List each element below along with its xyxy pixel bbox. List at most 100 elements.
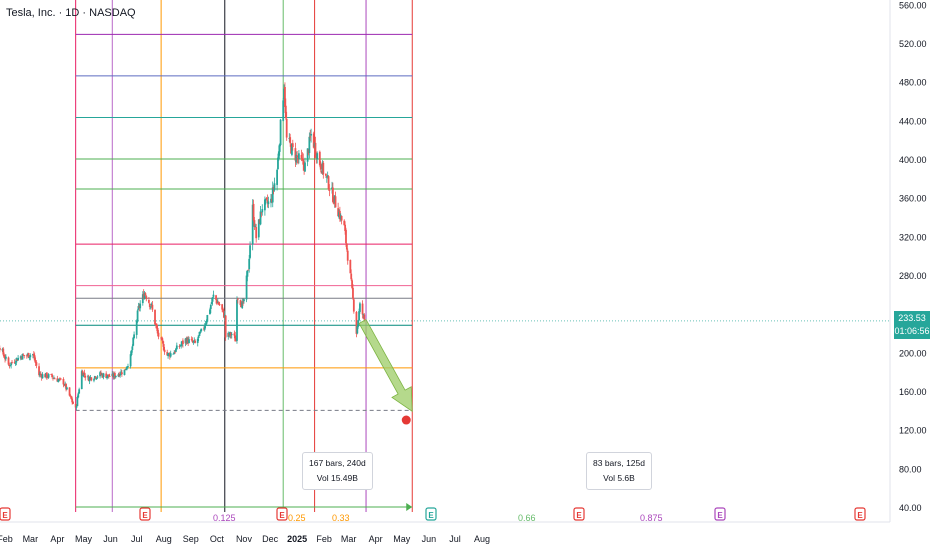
candle-body-2024-10-23 bbox=[235, 340, 238, 342]
x-tick-label-11: 2025 bbox=[287, 534, 307, 544]
earnings-marker-6[interactable] bbox=[854, 507, 866, 521]
time-fib-label-1: 0.25 bbox=[288, 513, 306, 523]
candle-body-2024-11-13 bbox=[253, 220, 256, 227]
last-price-value: 233.53 bbox=[898, 313, 926, 323]
candle-body-2024-04-25 bbox=[77, 393, 80, 398]
candle-body-2024-11-08 bbox=[249, 245, 251, 258]
x-tick-label-10: Dec bbox=[262, 534, 279, 544]
y-tick-label-12: 520.00 bbox=[899, 39, 927, 49]
projection-arrow[interactable] bbox=[358, 318, 413, 413]
candle-body-2024-07-31 bbox=[161, 340, 164, 344]
candle-body-2024-05-16 bbox=[95, 378, 98, 379]
candle-body-2024-02-28 bbox=[27, 353, 30, 358]
candle-body-2024-09-26 bbox=[211, 297, 214, 302]
earnings-marker-4[interactable] bbox=[573, 507, 585, 521]
x-tick-label-0: Feb bbox=[0, 534, 13, 544]
candle-body-2024-03-01 bbox=[29, 355, 32, 358]
candle-body-2025-01-02 bbox=[297, 158, 299, 160]
candle-body-2025-02-07 bbox=[328, 190, 331, 191]
candle-body-2024-12-12 bbox=[278, 144, 281, 152]
candle-body-2024-10-25 bbox=[236, 298, 239, 300]
candle-body-2024-12-19 bbox=[284, 105, 287, 118]
y-tick-label-8: 360.00 bbox=[899, 194, 927, 204]
candle-body-2024-07-03 bbox=[137, 306, 140, 310]
candle-body-2024-03-05 bbox=[32, 354, 35, 357]
earnings-marker-5[interactable] bbox=[714, 507, 726, 521]
candle-body-2024-07-05 bbox=[139, 303, 142, 309]
x-tick-label-15: May bbox=[393, 534, 411, 544]
candle-body-2024-04-02 bbox=[57, 379, 60, 382]
earnings-marker-0[interactable] bbox=[0, 507, 11, 521]
candle-body-2024-04-08 bbox=[62, 378, 65, 385]
candle-body-2024-03-15 bbox=[41, 374, 44, 379]
last-price-tag: 233.53 01:06:56 bbox=[894, 311, 930, 339]
candle-body-2024-11-20 bbox=[259, 211, 262, 225]
candle-body-2024-04-16 bbox=[69, 395, 72, 397]
candle-body-2024-12-26 bbox=[291, 143, 293, 155]
time-fib-label-4: 0.875 bbox=[640, 513, 663, 523]
candle-body-2024-02-08 bbox=[10, 362, 13, 366]
candle-body-2024-02-12 bbox=[13, 362, 16, 364]
x-tick-label-13: Mar bbox=[341, 534, 357, 544]
measure-box-2[interactable]: 83 bars, 125d Vol 5.6B bbox=[586, 452, 652, 490]
candle-body-2024-04-15 bbox=[68, 387, 71, 396]
candle-body-2024-02-22 bbox=[22, 354, 25, 356]
candle-body-2024-05-31 bbox=[108, 376, 111, 377]
candle-body-2024-12-31 bbox=[295, 154, 298, 163]
candle-body-2024-02-21 bbox=[21, 354, 24, 360]
candle-body-2025-01-20 bbox=[312, 133, 315, 148]
candle-body-2024-12-13 bbox=[279, 119, 282, 146]
candle-body-2024-08-12 bbox=[172, 353, 175, 355]
candle-body-2024-11-21 bbox=[260, 212, 263, 214]
target-point-marker[interactable] bbox=[401, 415, 411, 425]
symbol-title[interactable]: Tesla, Inc. · 1D · NASDAQ bbox=[6, 7, 136, 19]
candle-body-2025-02-26 bbox=[345, 229, 347, 244]
x-tick-label-9: Nov bbox=[236, 534, 253, 544]
candle-body-2024-03-26 bbox=[51, 374, 54, 378]
earnings-marker-3[interactable] bbox=[425, 507, 437, 521]
candle-body-2024-12-18 bbox=[284, 87, 286, 107]
earnings-marker-1[interactable] bbox=[139, 507, 151, 521]
candle-body-2024-06-06 bbox=[114, 373, 116, 378]
x-tick-label-6: Aug bbox=[156, 534, 172, 544]
earnings-marker-label-5: E bbox=[717, 511, 723, 520]
candle-body-2024-12-06 bbox=[273, 183, 276, 191]
measure-box-2-bars: 83 bars, 125d bbox=[593, 458, 645, 468]
measure-box-1[interactable]: 167 bars, 240d Vol 15.49B bbox=[302, 452, 373, 490]
candle-body-2024-12-11 bbox=[277, 151, 280, 159]
candle-body-2024-11-26 bbox=[264, 198, 267, 200]
candle-body-2024-08-14 bbox=[174, 351, 176, 353]
candle-body-2025-02-11 bbox=[332, 187, 334, 202]
candle-body-2025-01-17 bbox=[310, 134, 313, 136]
candle-body-2024-09-25 bbox=[210, 302, 213, 304]
candle-body-2024-11-12 bbox=[252, 203, 255, 221]
x-tick-label-2: Apr bbox=[50, 534, 64, 544]
x-tick-label-8: Oct bbox=[210, 534, 225, 544]
candle-body-2024-08-13 bbox=[173, 352, 176, 355]
candle-body-2025-02-28 bbox=[346, 250, 349, 261]
candle-body-2024-03-20 bbox=[45, 372, 48, 378]
candle-body-2025-02-27 bbox=[345, 243, 348, 250]
candle-body-2024-07-24 bbox=[155, 324, 158, 329]
y-tick-label-10: 440.00 bbox=[899, 116, 927, 126]
candle-body-2024-09-04 bbox=[192, 341, 195, 343]
candle-body-2025-03-17 bbox=[361, 303, 364, 315]
candle-body-2024-09-12 bbox=[199, 331, 202, 333]
y-tick-label-13: 560.00 bbox=[899, 0, 927, 10]
y-tick-label-4: 200.00 bbox=[899, 348, 927, 358]
candle-body-2024-11-27 bbox=[265, 197, 268, 200]
candle-body-2024-05-03 bbox=[84, 375, 87, 378]
candle-body-2025-01-28 bbox=[319, 164, 322, 170]
candle-body-2024-09-24 bbox=[209, 304, 212, 309]
candle-body-2024-10-08 bbox=[222, 309, 224, 311]
candle-body-2024-08-15 bbox=[175, 348, 177, 352]
candle-body-2024-07-02 bbox=[136, 310, 139, 322]
y-tick-label-7: 320.00 bbox=[899, 232, 927, 242]
earnings-marker-2[interactable] bbox=[276, 507, 288, 521]
x-tick-label-4: Jun bbox=[103, 534, 118, 544]
candle-body-2024-12-24 bbox=[289, 137, 292, 144]
candle-body-2024-12-20 bbox=[285, 118, 288, 138]
y-tick-label-2: 120.00 bbox=[899, 426, 927, 436]
